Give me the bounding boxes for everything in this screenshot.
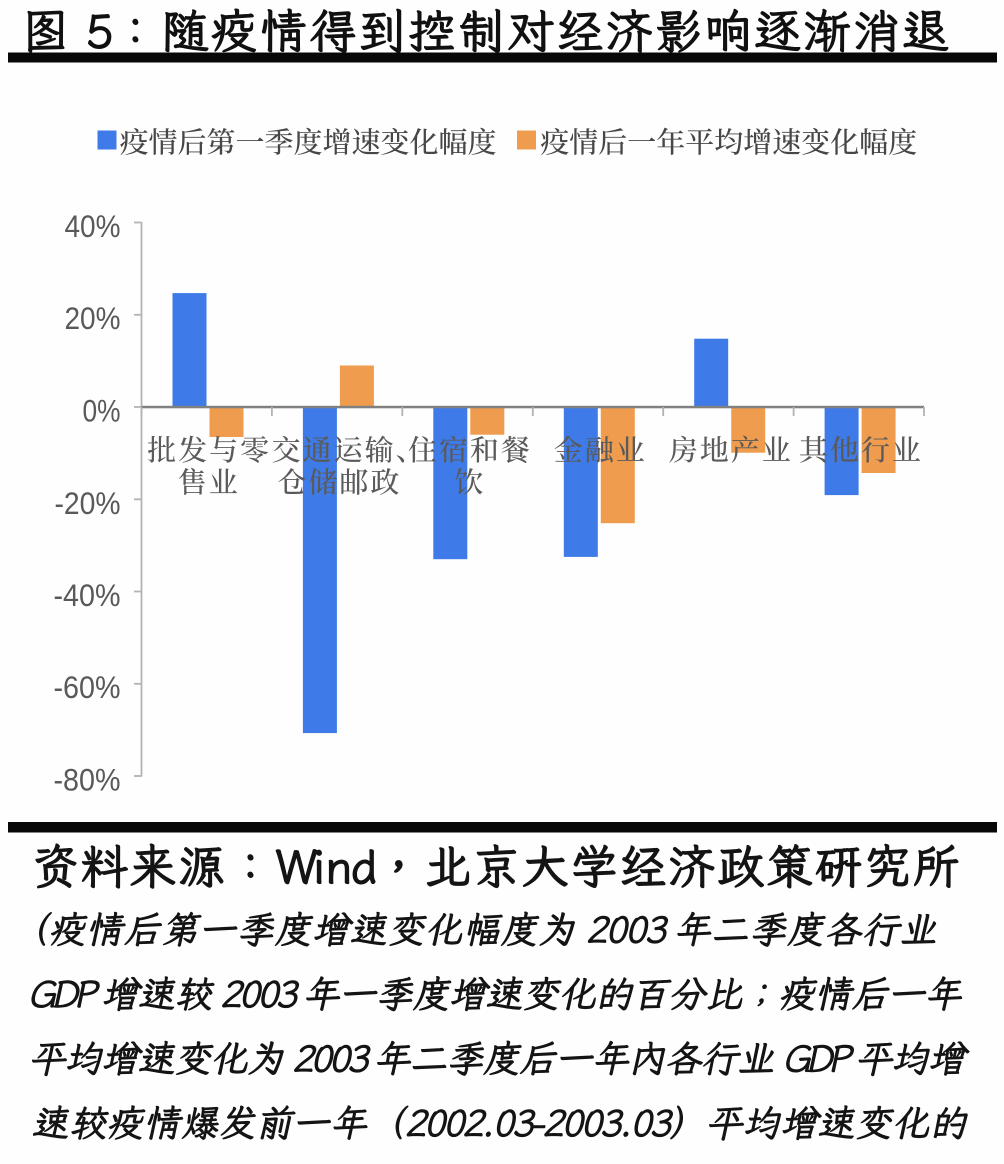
svg-text:0%: 0% — [83, 393, 121, 429]
svg-text:-60%: -60% — [54, 669, 121, 705]
svg-text:-80%: -80% — [54, 762, 121, 798]
svg-text:-20%: -20% — [55, 485, 121, 521]
svg-text:-40%: -40% — [54, 577, 121, 613]
svg-text:40%: 40% — [65, 208, 121, 244]
svg-text:20%: 20% — [65, 300, 121, 336]
